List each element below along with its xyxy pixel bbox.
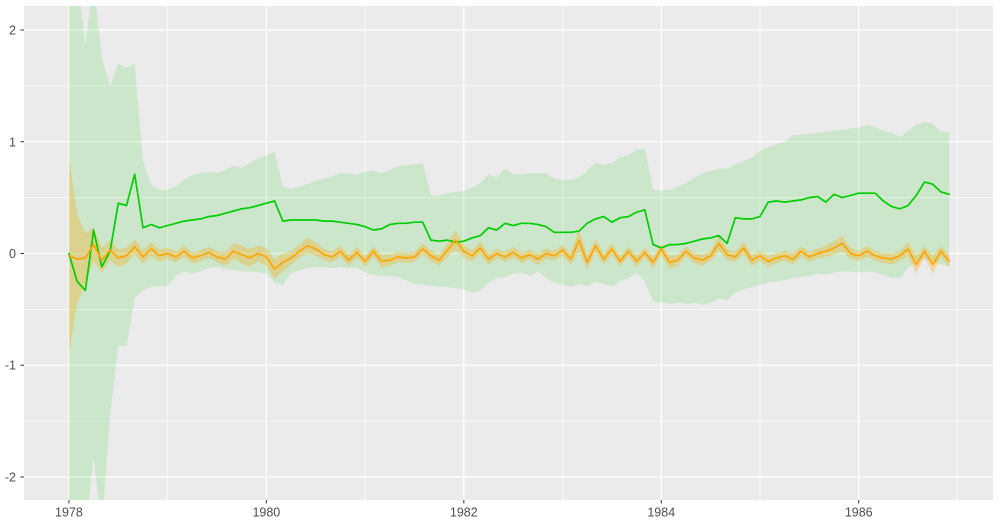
plot-area xyxy=(68,6,951,500)
ribbon-series-orange xyxy=(68,157,950,355)
y-axis-tick-label: -2 xyxy=(5,470,16,484)
ribbon-series-green xyxy=(68,6,950,500)
y-axis-tick-label: -1 xyxy=(5,359,16,373)
line-series-orange xyxy=(68,239,951,270)
x-axis-tick-label: 1982 xyxy=(450,506,478,520)
x-axis-tick-label: 1984 xyxy=(647,506,675,520)
y-axis-tick-label: 1 xyxy=(9,135,16,149)
x-axis-tick-label: 1980 xyxy=(252,506,280,520)
x-axis-tick-label: 1986 xyxy=(845,506,873,520)
y-axis-tick-label: 0 xyxy=(9,247,16,261)
y-axis-tick-label: 2 xyxy=(9,24,16,38)
line-series-green xyxy=(68,173,951,292)
x-axis-tick-label: 1978 xyxy=(55,506,83,520)
